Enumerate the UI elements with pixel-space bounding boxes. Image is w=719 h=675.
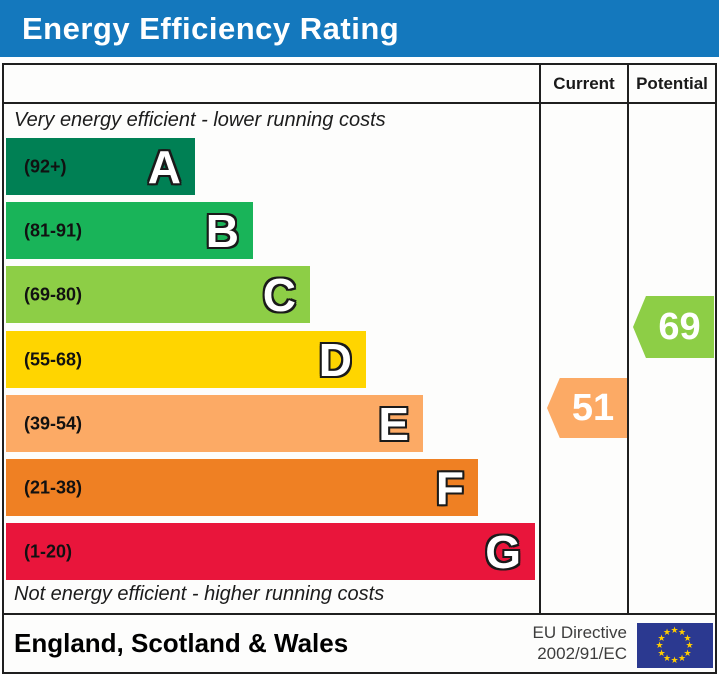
eu-directive-line1: EU Directive [532,623,627,642]
current-column-divider [539,65,541,615]
band-f: (21-38) F [6,459,478,516]
eu-flag-star-icon: ★ [683,647,692,658]
band-d-range: (55-68) [24,349,83,369]
band-c: (69-80) C [6,266,310,323]
band-d-letter: D [318,333,352,386]
eu-flag-star-icon: ★ [663,627,672,637]
potential-rating-value: 69 [658,306,701,348]
band-c-range: (69-80) [24,284,83,304]
eu-directive-label: EU Directive 2002/91/EC [404,622,627,664]
footer-divider-line [4,613,715,615]
potential-column-divider [627,65,629,615]
eu-flag-star-icon: ★ [683,632,692,643]
eu-flag-star-icon: ★ [685,640,694,650]
current-rating-arrow: 51 [547,378,627,438]
current-rating-value: 51 [571,387,615,429]
band-e-range: (39-54) [24,413,83,433]
rating-table: Current Potential Very energy efficient … [2,63,717,674]
eu-flag-star-icon: ★ [663,652,672,663]
band-e: (39-54) E [6,395,423,452]
band-c-letter: C [262,268,296,321]
band-b: (81-91) B [6,202,253,259]
band-d: (55-68) D [6,331,366,388]
eu-flag-icon: ★ ★ ★ ★ ★ ★ ★ ★ ★ ★ ★ ★ [637,623,713,668]
potential-column-header: Potential [636,74,708,93]
band-g: (1-20) G [6,523,535,580]
eu-flag-star-icon: ★ [657,632,666,643]
header-divider-line [4,102,715,104]
title-bar: Energy Efficiency Rating [0,0,719,57]
band-e-letter: E [378,397,409,450]
eu-flag-star-icon: ★ [670,625,679,635]
caption-not-efficient: Not energy efficient - higher running co… [14,583,385,605]
region-label: England, Scotland & Wales [14,628,349,658]
caption-very-efficient: Very energy efficient - lower running co… [14,109,386,131]
band-a: (92+) A [6,138,195,195]
current-column-header: Current [553,74,615,93]
band-f-range: (21-38) [24,477,83,497]
page-title: Energy Efficiency Rating [22,11,400,46]
band-f-letter: F [435,461,464,514]
band-g-range: (1-20) [24,541,73,561]
band-a-letter: A [147,140,181,193]
eu-flag-star-icon: ★ [678,627,687,637]
eu-flag-star-icon: ★ [657,647,666,658]
band-b-range: (81-91) [24,220,83,240]
band-a-range: (92+) [24,156,67,176]
potential-rating-arrow: 69 [633,296,714,358]
band-b-letter: B [205,204,239,257]
eu-flag-star-icon: ★ [678,652,687,663]
eu-flag-star-icon: ★ [670,655,679,665]
eu-flag-star-icon: ★ [655,640,664,650]
eu-directive-line2: 2002/91/EC [537,644,627,663]
band-g-letter: G [485,525,521,578]
